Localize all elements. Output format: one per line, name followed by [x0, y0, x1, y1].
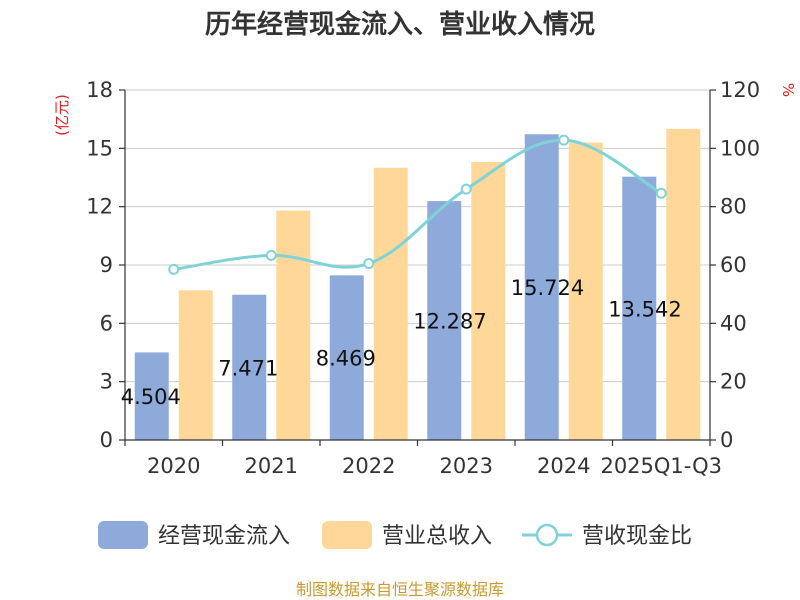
legend-label: 经营现金流入	[158, 524, 290, 549]
grid-lines	[125, 89, 710, 383]
ratio-point	[558, 134, 570, 146]
data-labels: 4.504 7.471 8.469 12.287 15.724 13.542	[121, 276, 682, 409]
ratio-point	[265, 249, 277, 261]
data-label-cash-inflow: 13.542	[608, 297, 681, 321]
bar-total-revenue	[178, 290, 213, 440]
right-tick-label: 20	[720, 370, 747, 394]
bar-total-revenue	[471, 161, 506, 440]
left-tick-label: 18	[86, 78, 113, 102]
bar-cash-inflow	[329, 275, 364, 440]
axes: 0 3 6 9 12 15 18 0 20 40 60 80 100 120 2020 2021 2022 202…	[86, 78, 760, 478]
data-label-cash-inflow: 8.469	[316, 347, 376, 371]
left-tick-label: 12	[86, 195, 113, 219]
x-tick-label: 2025Q1-Q3	[600, 454, 722, 478]
bar-cash-inflow	[134, 352, 169, 440]
left-axis-unit: (亿元)	[53, 94, 71, 136]
legend-cash-inflow: 经营现金流入	[98, 521, 290, 549]
bars	[134, 128, 701, 440]
legend-total-revenue: 营业总收入	[322, 521, 492, 549]
left-tick-label: 0	[100, 428, 113, 452]
left-tick-label: 6	[100, 311, 113, 335]
ratio-line	[168, 134, 667, 275]
right-tick-label: 60	[720, 253, 747, 277]
legend: 经营现金流入 营业总收入 营收现金比	[98, 521, 692, 549]
data-label-cash-inflow: 4.504	[121, 385, 181, 409]
left-tick-label: 3	[100, 370, 113, 394]
right-tick-label: 80	[720, 195, 747, 219]
chart-title: 历年经营现金流入、营业收入情况	[205, 9, 595, 40]
bar-cash-inflow	[524, 134, 559, 440]
data-label-cash-inflow: 7.471	[218, 356, 278, 380]
left-tick-label: 15	[86, 136, 113, 160]
left-tick-label: 9	[100, 253, 113, 277]
right-tick-label: 40	[720, 311, 747, 335]
right-tick-label: 0	[720, 428, 733, 452]
legend-swatch	[98, 521, 148, 549]
ratio-point	[168, 263, 180, 275]
x-tick-label: 2021	[245, 454, 298, 478]
ratio-point	[655, 187, 667, 199]
bar-total-revenue	[373, 167, 408, 440]
data-label-cash-inflow: 15.724	[511, 276, 584, 300]
legend-label: 营收现金比	[582, 524, 692, 549]
data-label-cash-inflow: 12.287	[413, 310, 486, 334]
bar-total-revenue	[276, 210, 311, 440]
source-note: 制图数据来自恒生聚源数据库	[296, 580, 504, 599]
ratio-point	[460, 183, 472, 195]
right-axis-unit: %	[779, 83, 797, 97]
legend-marker	[535, 523, 559, 547]
bar-total-revenue	[568, 142, 603, 440]
bar-cash-inflow	[622, 176, 657, 440]
bar-total-revenue	[666, 128, 701, 440]
x-tick-label: 2022	[342, 454, 395, 478]
ratio-point	[363, 258, 375, 270]
x-tick-label: 2023	[440, 454, 493, 478]
bar-cash-inflow	[427, 201, 462, 440]
legend-ratio: 营收现金比	[522, 523, 692, 549]
right-tick-label: 100	[720, 136, 760, 160]
x-tick-label: 2024	[537, 454, 590, 478]
x-tick-label: 2020	[147, 454, 200, 478]
bar-cash-inflow	[232, 294, 267, 440]
legend-label: 营业总收入	[382, 524, 492, 549]
right-tick-label: 120	[720, 78, 760, 102]
legend-swatch	[322, 521, 372, 549]
